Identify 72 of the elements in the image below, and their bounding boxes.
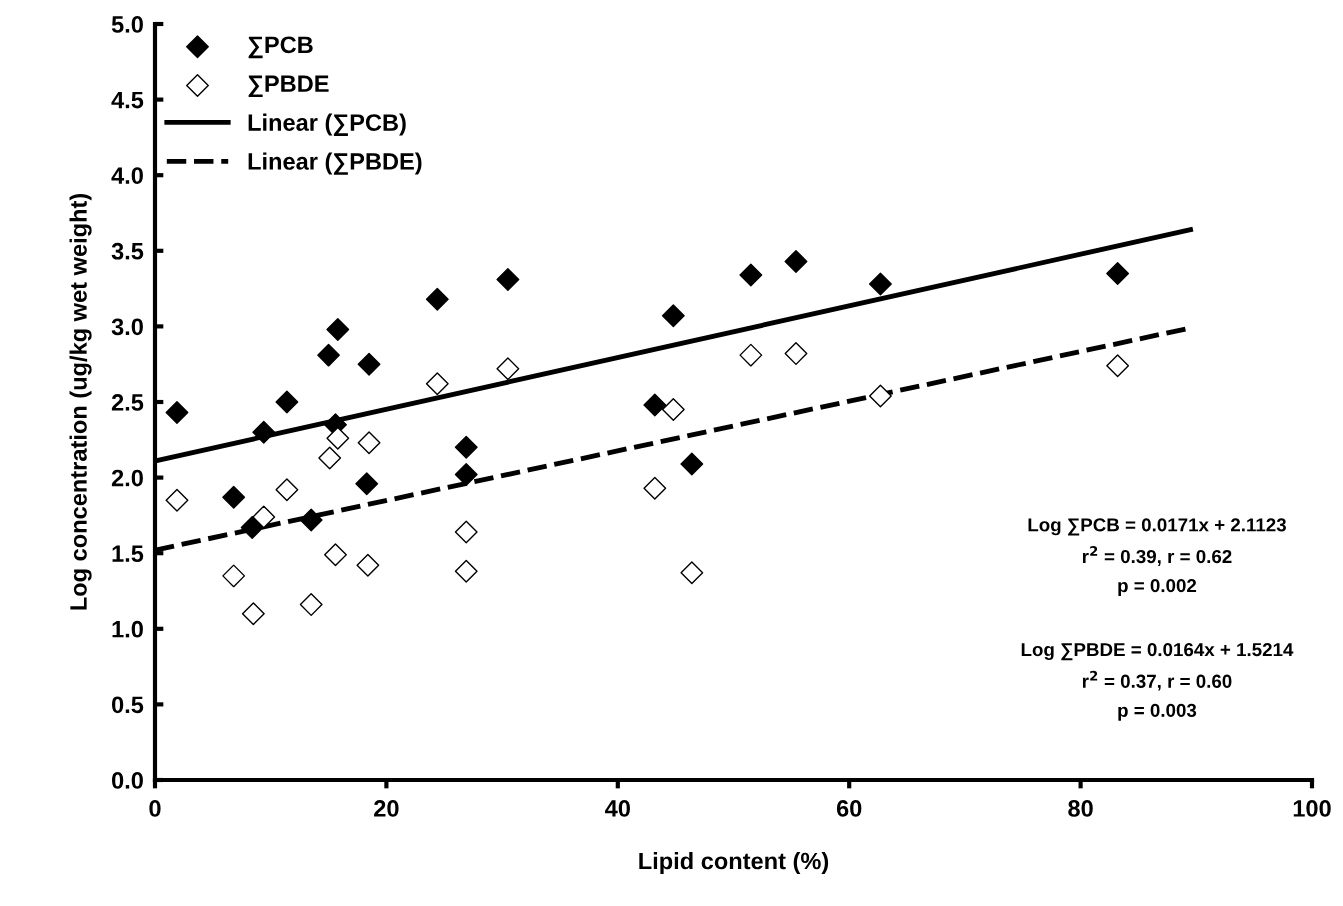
y-tick-label: 3.5 bbox=[111, 242, 144, 260]
point bbox=[496, 357, 520, 381]
point bbox=[324, 543, 347, 567]
point bbox=[454, 559, 478, 583]
point bbox=[357, 431, 381, 455]
legend-label: Linear (∑PCB) bbox=[248, 113, 406, 136]
point bbox=[222, 485, 246, 509]
point bbox=[299, 593, 323, 617]
point bbox=[240, 516, 264, 539]
point bbox=[165, 401, 189, 425]
point bbox=[739, 263, 763, 287]
y-tick-label: 5.0 bbox=[111, 16, 143, 33]
annotation: p = 0.002 bbox=[1118, 578, 1197, 596]
point bbox=[661, 304, 685, 328]
y-tick-label: 0.5 bbox=[112, 696, 144, 714]
point bbox=[241, 602, 265, 626]
point bbox=[739, 343, 763, 367]
point bbox=[357, 352, 381, 376]
point bbox=[275, 478, 299, 502]
point bbox=[326, 426, 350, 450]
point bbox=[454, 435, 478, 459]
point bbox=[222, 564, 246, 588]
x-tick-label: 80 bbox=[1068, 800, 1093, 817]
x-tick-label: 40 bbox=[605, 800, 630, 817]
point bbox=[643, 393, 667, 417]
point bbox=[784, 249, 808, 273]
x-tick-label: 20 bbox=[374, 800, 399, 817]
point bbox=[680, 561, 704, 585]
point bbox=[496, 268, 520, 291]
point bbox=[355, 472, 379, 496]
x-tick-label: 0 bbox=[149, 800, 161, 817]
x-tick-label: 60 bbox=[836, 800, 862, 817]
point bbox=[1106, 262, 1130, 285]
y-tick-label: 0.0 bbox=[112, 772, 143, 789]
point bbox=[425, 287, 449, 311]
point bbox=[356, 553, 380, 577]
annotation: p = 0.003 bbox=[1118, 703, 1197, 721]
point bbox=[1106, 354, 1130, 378]
point bbox=[252, 505, 276, 529]
point bbox=[868, 384, 892, 408]
point bbox=[318, 446, 342, 470]
point bbox=[299, 508, 323, 532]
x-axis-title: Lipid content (%) bbox=[639, 852, 829, 875]
y-axis-title: Log concentration (ug/kg wet weight) bbox=[69, 193, 92, 610]
point bbox=[454, 520, 478, 544]
legend-label: ∑PCB bbox=[248, 36, 313, 59]
annotation: r$^{2}$ = 0.37, r = 0.60 bbox=[1082, 670, 1232, 691]
point bbox=[680, 452, 704, 476]
point bbox=[252, 420, 276, 444]
point bbox=[165, 488, 189, 512]
point bbox=[275, 390, 299, 414]
y-tick-label: 3.0 bbox=[111, 318, 143, 336]
y-tick-label: 4.5 bbox=[111, 91, 144, 109]
annotation: Log ∑PBDE = 0.0164x + 1.5214 bbox=[1021, 642, 1294, 661]
x-tick-label: 100 bbox=[1293, 800, 1331, 817]
y-tick-label: 1.5 bbox=[112, 545, 144, 562]
annotation: Log ∑PCB = 0.0171x + 2.1123 bbox=[1028, 518, 1286, 536]
point bbox=[661, 398, 685, 422]
point bbox=[425, 372, 449, 396]
y-tick-label: 1.0 bbox=[112, 620, 143, 638]
point bbox=[784, 342, 808, 366]
point bbox=[868, 272, 892, 296]
y-tick-label: 2.0 bbox=[111, 469, 143, 487]
legend-label: ∑PBDE bbox=[248, 75, 329, 98]
legend-label: Linear (∑PBDE) bbox=[248, 152, 422, 175]
point bbox=[454, 463, 478, 487]
y-tick-label: 2.5 bbox=[111, 394, 144, 411]
point bbox=[326, 317, 350, 341]
y-tick-label: 4.0 bbox=[111, 167, 143, 184]
point bbox=[643, 476, 667, 500]
point bbox=[317, 343, 341, 367]
annotation: r$^{2}$ = 0.39, r = 0.62 bbox=[1082, 546, 1232, 566]
